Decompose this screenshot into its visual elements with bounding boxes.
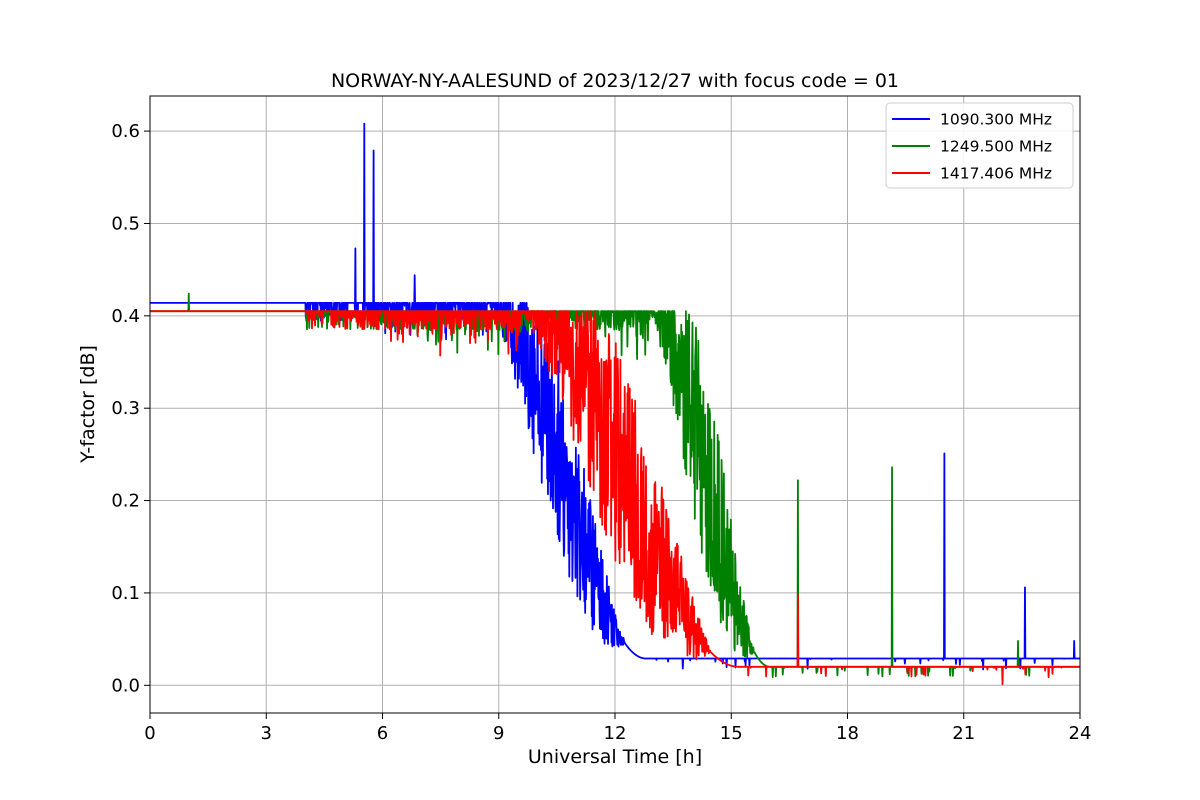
y-axis-label: Y-factor [dB] [77, 345, 99, 464]
y-tick-label: 0.1 [111, 583, 140, 604]
legend: 1090.300 MHz 1249.500 MHz 1417.406 MHz [885, 102, 1074, 189]
y-tick-label: 0.4 [111, 306, 140, 327]
plot-area [149, 122, 1081, 686]
series-line [149, 310, 1081, 686]
legend-label: 1417.406 MHz [940, 165, 1052, 183]
series-line [149, 122, 1081, 671]
legend-box [885, 102, 1074, 189]
legend-label: 1249.500 MHz [940, 138, 1052, 156]
legend-label: 1090.300 MHz [940, 111, 1052, 129]
x-tick-label: 3 [261, 723, 272, 744]
y-tick-label: 0.3 [111, 398, 140, 419]
x-axis-label: Universal Time [h] [528, 746, 702, 768]
series-layer [149, 122, 1081, 686]
x-tick-label: 15 [720, 723, 743, 744]
x-tick-label: 0 [144, 723, 155, 744]
y-tick-label: 0.0 [111, 675, 140, 696]
x-tick-label: 12 [604, 723, 627, 744]
y-tick-label: 0.2 [111, 491, 140, 512]
x-tick-label: 21 [952, 723, 975, 744]
x-tick-label: 6 [377, 723, 388, 744]
chart-title: NORWAY-NY-AALESUND of 2023/12/27 with fo… [331, 70, 899, 92]
y-tick-label: 0.5 [111, 213, 140, 234]
x-tick-label: 18 [836, 723, 859, 744]
x-tick-label: 24 [1069, 723, 1092, 744]
x-tick-label: 9 [493, 723, 504, 744]
ticks: 0 3 6 9 12 15 18 21 24 0.0 0.1 0.2 0.3 0.4 0.5 0.6 [111, 121, 1091, 744]
y-tick-label: 0.6 [111, 121, 140, 142]
